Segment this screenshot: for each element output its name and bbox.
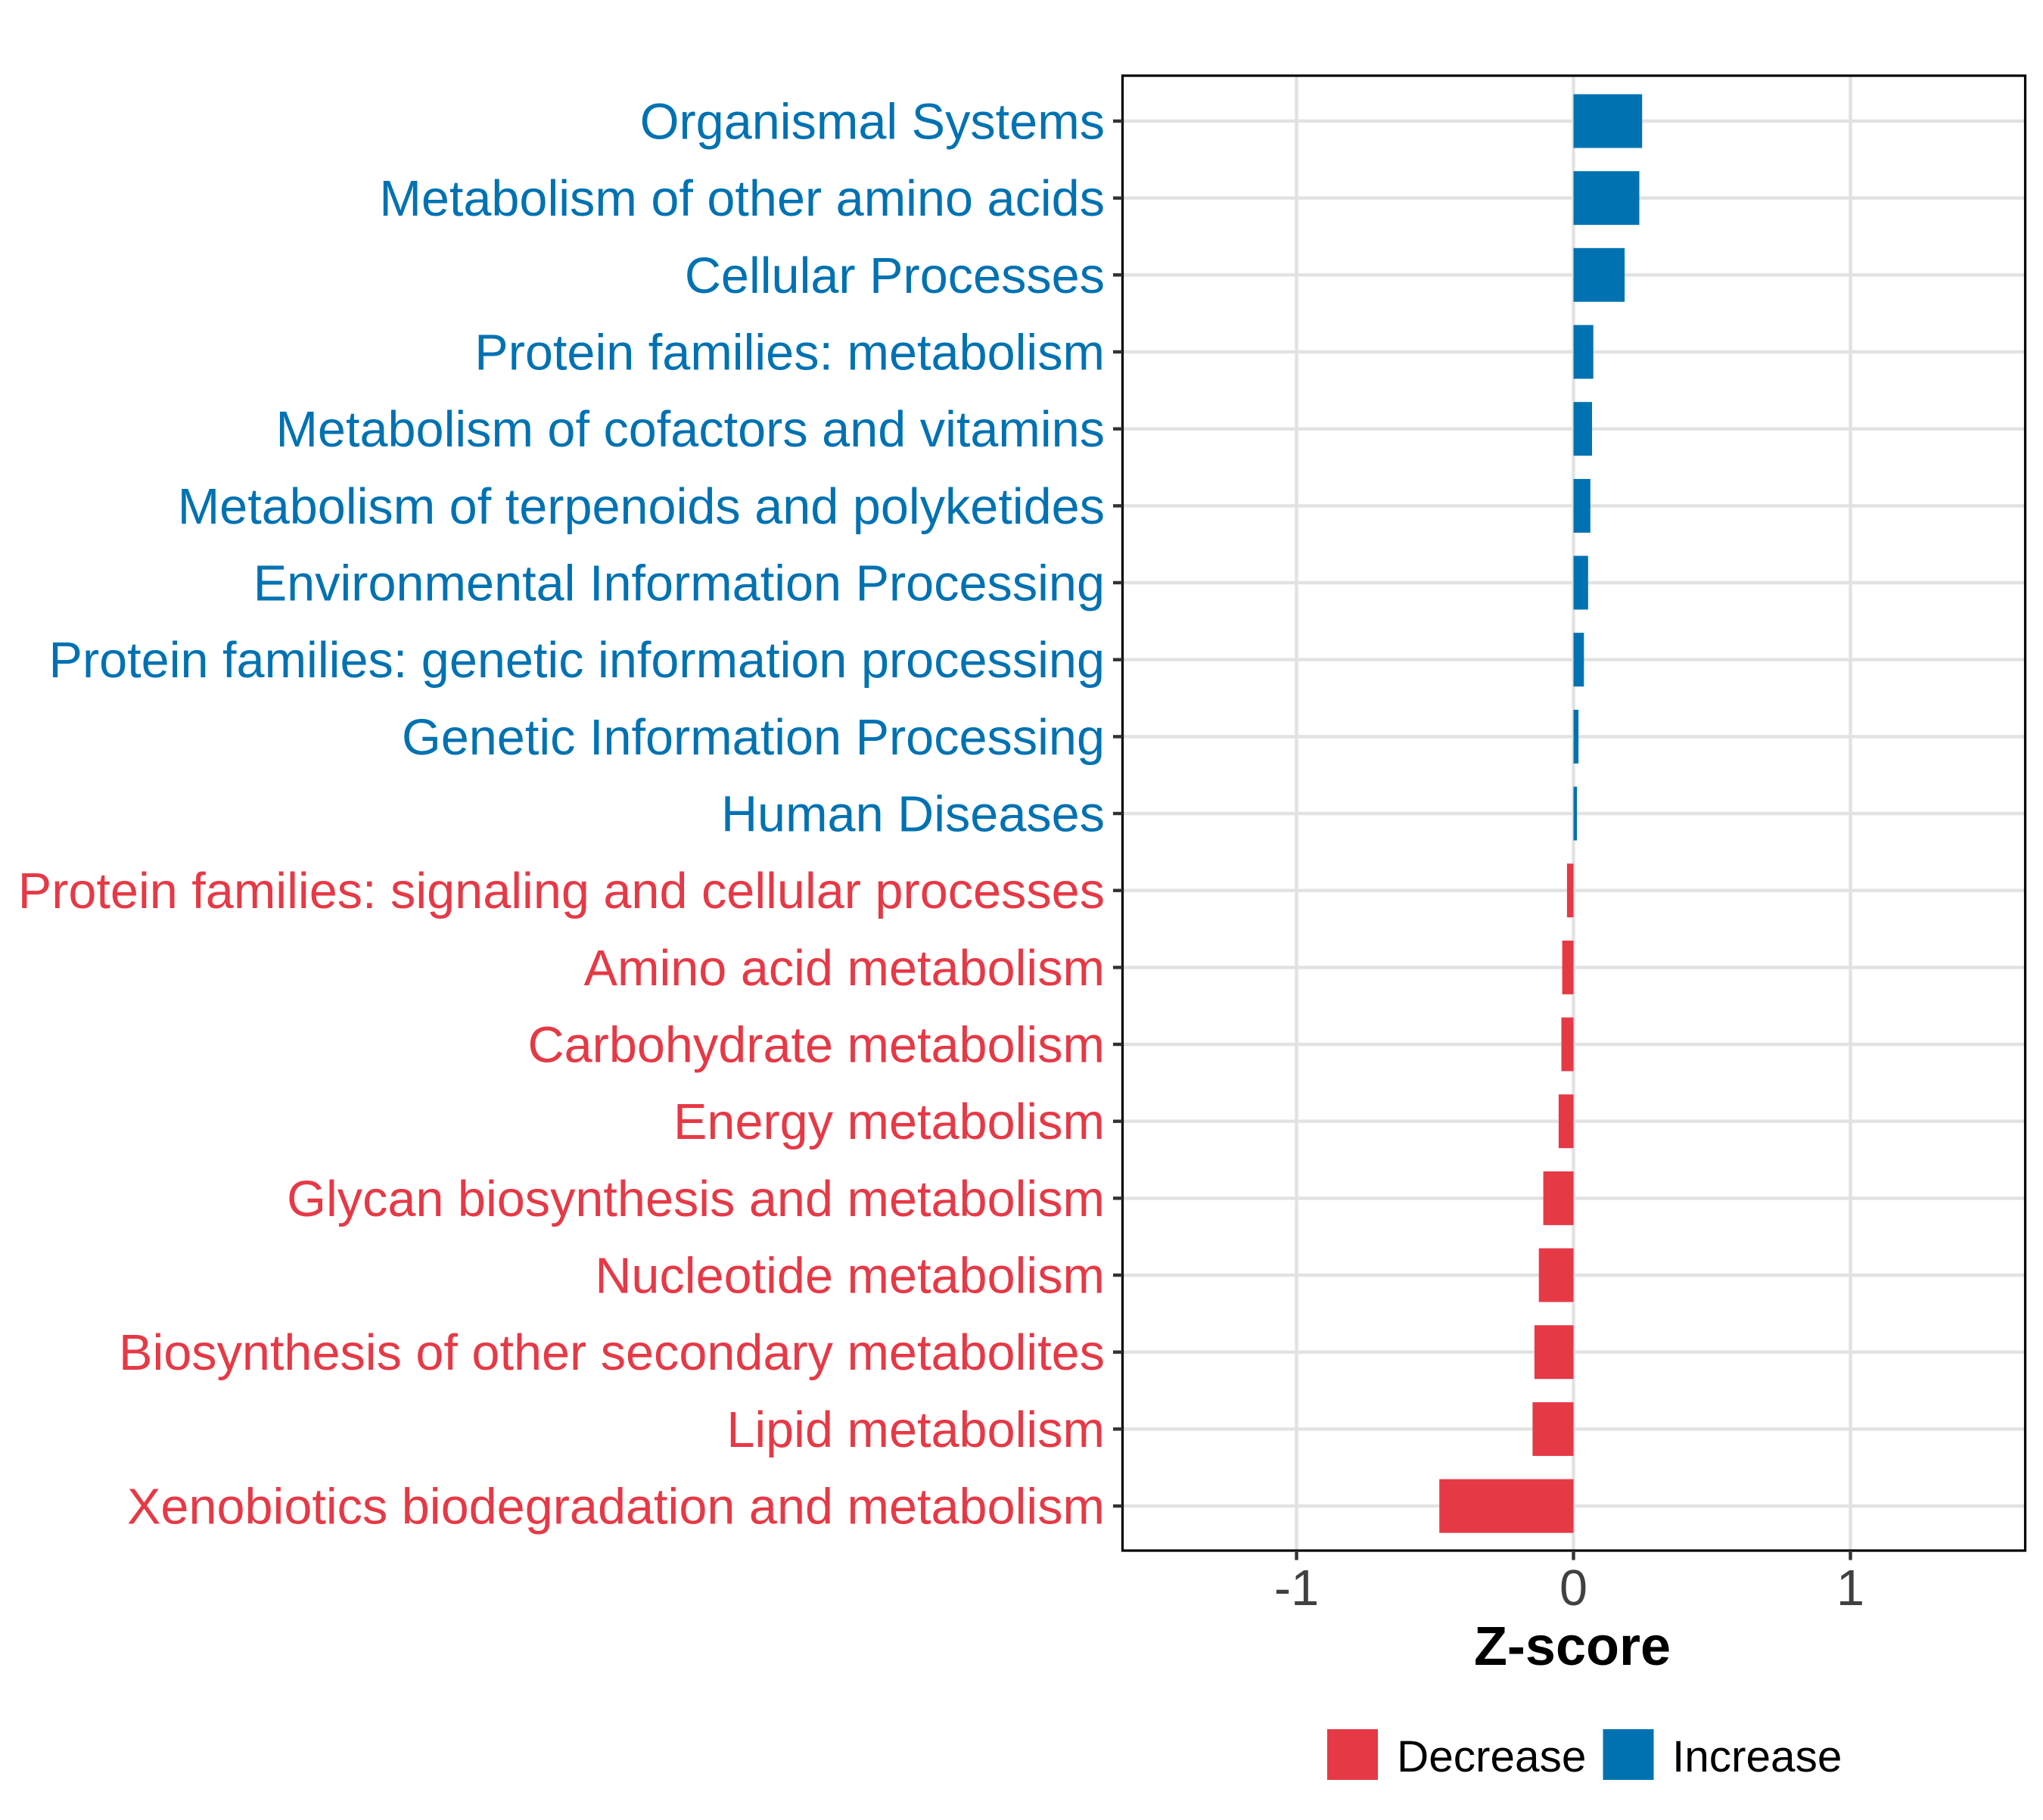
svg-text:Decrease: Decrease bbox=[1397, 1732, 1586, 1781]
svg-text:Protein families: metabolism: Protein families: metabolism bbox=[474, 325, 1105, 381]
svg-text:Organismal Systems: Organismal Systems bbox=[640, 95, 1105, 151]
svg-text:Energy metabolism: Energy metabolism bbox=[673, 1094, 1105, 1150]
svg-text:Biosynthesis of other secondar: Biosynthesis of other secondary metaboli… bbox=[119, 1325, 1105, 1381]
svg-text:0: 0 bbox=[1559, 1560, 1587, 1616]
svg-text:Protein families: genetic info: Protein families: genetic information pr… bbox=[49, 633, 1105, 689]
svg-text:Glycan biosynthesis and metabo: Glycan biosynthesis and metabolism bbox=[287, 1171, 1105, 1227]
svg-text:Cellular Processes: Cellular Processes bbox=[685, 248, 1105, 304]
svg-text:-1: -1 bbox=[1274, 1560, 1319, 1616]
svg-text:Metabolism of terpenoids and p: Metabolism of terpenoids and polyketides bbox=[178, 479, 1105, 535]
svg-text:Amino acid metabolism: Amino acid metabolism bbox=[584, 941, 1105, 997]
svg-text:Protein families: signaling an: Protein families: signaling and cellular… bbox=[18, 863, 1105, 919]
svg-text:Metabolism of cofactors and vi: Metabolism of cofactors and vitamins bbox=[275, 402, 1105, 458]
svg-text:Lipid metabolism: Lipid metabolism bbox=[726, 1402, 1105, 1458]
svg-text:Carbohydrate metabolism: Carbohydrate metabolism bbox=[528, 1018, 1105, 1074]
svg-text:1: 1 bbox=[1836, 1560, 1864, 1616]
svg-text:Human Diseases: Human Diseases bbox=[721, 787, 1105, 843]
svg-text:Genetic Information Processing: Genetic Information Processing bbox=[402, 710, 1105, 766]
svg-text:Z-score: Z-score bbox=[1474, 1616, 1671, 1677]
svg-text:Nucleotide metabolism: Nucleotide metabolism bbox=[595, 1249, 1105, 1305]
svg-text:Increase: Increase bbox=[1672, 1732, 1842, 1781]
svg-text:Environmental Information Proc: Environmental Information Processing bbox=[253, 556, 1105, 612]
svg-text:Metabolism of other amino acid: Metabolism of other amino acids bbox=[379, 171, 1105, 227]
svg-text:Xenobiotics biodegradation and: Xenobiotics biodegradation and metabolis… bbox=[127, 1479, 1105, 1535]
